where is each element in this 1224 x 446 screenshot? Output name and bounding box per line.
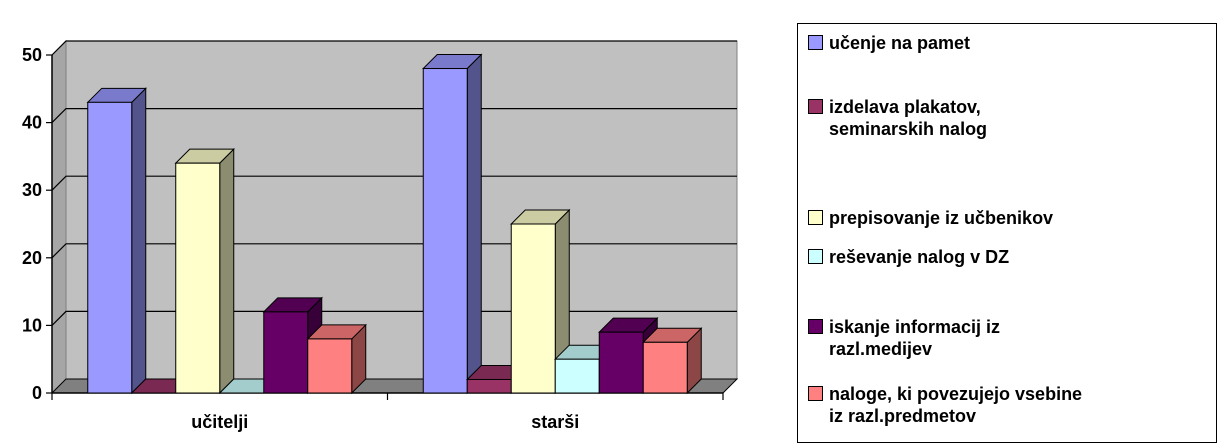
y-tick-label: 40 [22, 113, 42, 133]
y-tick-label: 0 [32, 383, 42, 403]
legend-item: prepisovanje iz učbenikov [808, 207, 1053, 229]
gridline [51, 107, 737, 124]
bar [422, 53, 483, 395]
legend-swatch [808, 210, 823, 225]
legend-label: prepisovanje iz učbenikov [829, 208, 1054, 228]
y-tick-label: 20 [22, 248, 42, 268]
legend-label: iskanje informacij iz razl.medijev [829, 317, 1001, 359]
legend-item: iskanje informacij iz razl.medijev [808, 316, 1000, 360]
bar-group-2 [422, 53, 703, 395]
bar-front [554, 358, 600, 394]
bar [642, 327, 703, 395]
bar-front [263, 311, 309, 394]
legend-item: naloge, ki povezujejo vsebine iz razl.pr… [808, 383, 1082, 427]
gridline [51, 175, 737, 191]
bar-front [307, 338, 353, 394]
bar [510, 208, 571, 395]
side-wall [51, 39, 67, 395]
legend-item: reševanje nalog v DZ [808, 246, 1009, 268]
legend-swatch [808, 249, 823, 264]
bar [86, 87, 147, 395]
legend: učenje na pamet izdelava plakatov, semina… [797, 23, 1217, 443]
bar-front [87, 101, 133, 394]
legend-item: učenje na pamet [808, 32, 970, 54]
gridline [51, 40, 737, 56]
legend-swatch [808, 35, 823, 50]
axis-labels: 0 10 20 30 40 50 učitelji starši [22, 45, 579, 432]
y-tick-label: 30 [22, 180, 42, 200]
bar-side [219, 147, 235, 395]
y-tick-label: 50 [22, 45, 42, 65]
bar-front [642, 341, 688, 394]
x-category-label: učitelji [191, 412, 248, 432]
bar-group-1 [86, 87, 367, 395]
bar-front [422, 68, 468, 394]
legend-item: izdelava plakatov, seminarskih nalog [808, 96, 987, 140]
legend-label: učenje na pamet [829, 33, 971, 53]
bar-front [175, 162, 221, 394]
legend-label: naloge, ki povezujejo vsebine iz razl.pr… [829, 384, 1083, 426]
legend-swatch [808, 99, 823, 114]
legend-swatch [808, 386, 823, 401]
bars [86, 53, 703, 395]
chart: 0 10 20 30 40 50 učitelji starši [22, 39, 739, 432]
bar-front [510, 223, 556, 394]
legend-swatch [808, 319, 823, 334]
bar-side [131, 87, 147, 395]
x-category-label: starši [531, 412, 579, 432]
legend-label: reševanje nalog v DZ [829, 247, 1010, 267]
bar-front [466, 378, 512, 394]
legend-label: izdelava plakatov, seminarskih nalog [829, 97, 988, 139]
bar [174, 147, 235, 395]
bar-front [598, 331, 644, 394]
y-tick-label: 10 [22, 315, 42, 335]
bar [306, 323, 367, 395]
bar-side [466, 53, 482, 395]
